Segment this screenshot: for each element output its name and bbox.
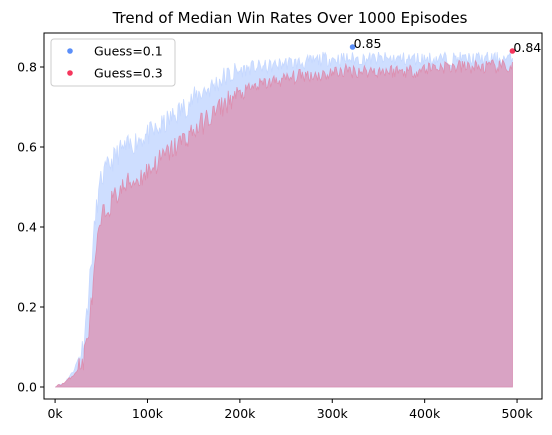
plot-frame [43, 32, 543, 400]
y-tick-label: 0.4 [17, 220, 37, 235]
x-tick-label: 100k [132, 406, 164, 421]
y-tick-label: 0.8 [17, 60, 37, 75]
peak-label: 0.84 [513, 40, 541, 55]
chart-title: Trend of Median Win Rates Over 1000 Epis… [112, 9, 468, 27]
y-tick-label: 0.2 [17, 300, 37, 315]
y-tick-label: 0.6 [17, 140, 37, 155]
peak-annotations: 0.85 0.84 [349, 36, 541, 55]
peak-marker [509, 48, 516, 54]
x-axis: 0k 100k 200k 300k 400k 500k [47, 399, 533, 421]
x-tick-label: 0k [47, 406, 63, 421]
legend-label: Guess=0.3 [94, 66, 163, 81]
x-tick-label: 200k [224, 406, 256, 421]
x-tick-label: 500k [501, 406, 533, 421]
y-tick-label: 0.0 [17, 380, 37, 395]
legend-label: Guess=0.1 [94, 44, 163, 59]
y-axis: 0.0 0.2 0.4 0.6 0.8 [17, 60, 44, 395]
x-tick-label: 300k [317, 406, 349, 421]
plot-areas [54, 51, 513, 388]
legend-box [50, 38, 176, 87]
legend-marker [67, 48, 73, 54]
legend: Guess=0.1 Guess=0.3 [50, 38, 176, 87]
x-tick-label: 400k [409, 406, 441, 421]
area-guess-0-3 [55, 58, 513, 388]
peak-marker [349, 44, 356, 50]
legend-marker [67, 70, 73, 76]
peak-label: 0.85 [354, 36, 382, 51]
